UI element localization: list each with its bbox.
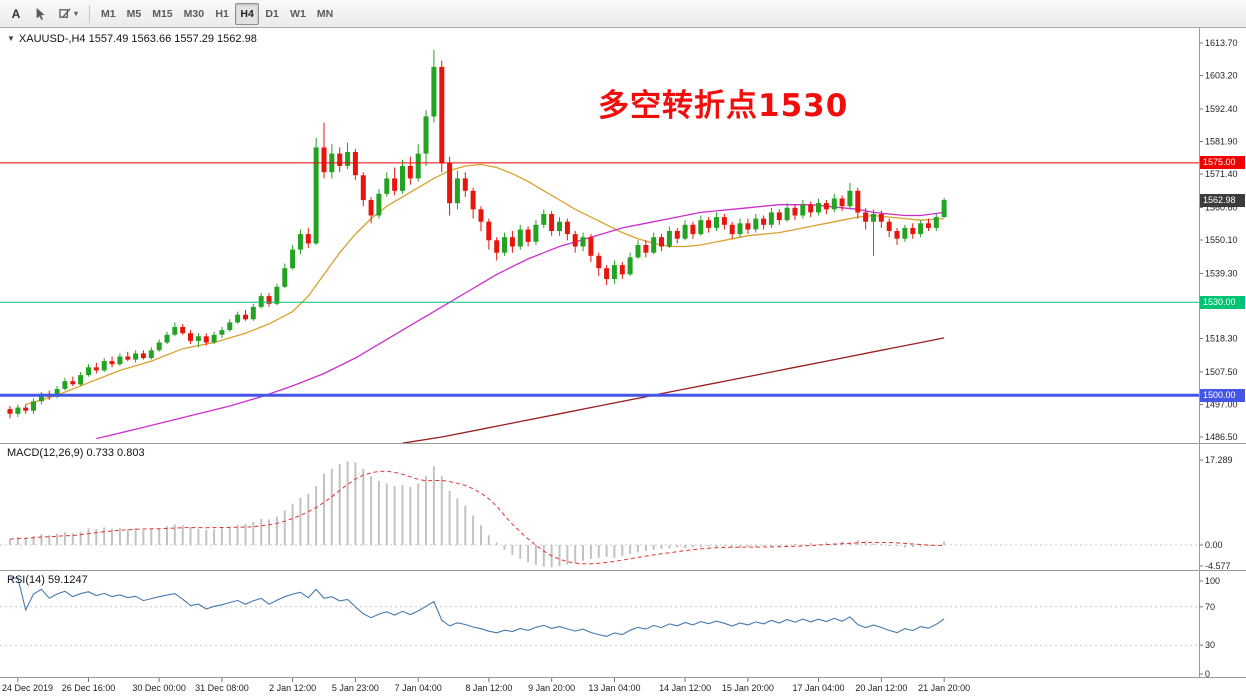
svg-text:0: 0 bbox=[1205, 669, 1210, 679]
timeframe-button-h1[interactable]: H1 bbox=[210, 3, 234, 25]
macd-title: MACD(12,26,9) 0.733 0.803 bbox=[7, 447, 145, 459]
shapes-icon bbox=[59, 8, 71, 18]
chart-root: 1613.70 1603.20 1592.40 1581.90 1571.40 1560.… bbox=[0, 28, 1246, 699]
svg-text:1571.40: 1571.40 bbox=[1205, 169, 1238, 179]
svg-text:1518.30: 1518.30 bbox=[1205, 334, 1238, 344]
svg-text:30: 30 bbox=[1205, 640, 1215, 650]
svg-text:0.00: 0.00 bbox=[1205, 540, 1223, 550]
cursor-icon bbox=[36, 7, 45, 20]
svg-text:-4.577: -4.577 bbox=[1205, 561, 1231, 571]
svg-text:15 Jan 20:00: 15 Jan 20:00 bbox=[722, 683, 774, 693]
svg-text:9 Jan 20:00: 9 Jan 20:00 bbox=[528, 683, 575, 693]
svg-text:1592.40: 1592.40 bbox=[1205, 104, 1238, 114]
svg-text:8 Jan 12:00: 8 Jan 12:00 bbox=[465, 683, 512, 693]
macd-panel-layer bbox=[0, 461, 1199, 568]
timeframe-button-m15[interactable]: M15 bbox=[147, 3, 177, 25]
svg-text:24 Dec 2019: 24 Dec 2019 bbox=[2, 683, 53, 693]
rsi-title: RSI(14) 59.1247 bbox=[7, 574, 88, 586]
candles-layer bbox=[7, 49, 947, 419]
caret-down-icon: ▾ bbox=[74, 9, 79, 18]
svg-text:1507.50: 1507.50 bbox=[1205, 367, 1238, 377]
svg-text:70: 70 bbox=[1205, 602, 1215, 612]
svg-text:17.289: 17.289 bbox=[1205, 455, 1233, 465]
svg-text:21 Jan 20:00: 21 Jan 20:00 bbox=[918, 683, 970, 693]
main-chart-title-text: XAUUSD-,H4 1557.49 1563.66 1557.29 1562.… bbox=[18, 33, 257, 45]
svg-text:20 Jan 12:00: 20 Jan 12:00 bbox=[855, 683, 907, 693]
svg-text:1550.10: 1550.10 bbox=[1205, 235, 1238, 245]
timeframe-button-m5[interactable]: M5 bbox=[122, 3, 147, 25]
timeframe-button-mn[interactable]: MN bbox=[312, 3, 338, 25]
timeframe-group: M1 M5 M15 M30 H1 H4 D1 W1 MN bbox=[96, 2, 338, 25]
price-badge-1562-98: 1562.98 bbox=[1200, 194, 1245, 207]
timeframe-button-w1[interactable]: W1 bbox=[285, 3, 311, 25]
ma_fast-line bbox=[25, 163, 945, 406]
timeframe-button-h4[interactable]: H4 bbox=[235, 2, 260, 25]
symbol-dropdown-icon[interactable]: ▼ bbox=[7, 34, 15, 43]
annotation-text[interactable]: 多空转折点1530 bbox=[598, 88, 849, 124]
svg-text:5 Jan 23:00: 5 Jan 23:00 bbox=[332, 683, 379, 693]
ma_slow-line bbox=[402, 337, 945, 444]
timeframe-button-d1[interactable]: D1 bbox=[260, 3, 284, 25]
drawing-tool-button[interactable]: ▾ bbox=[54, 3, 83, 25]
price-badge-1500-00: 1500.00 bbox=[1200, 389, 1245, 402]
svg-text:1581.90: 1581.90 bbox=[1205, 137, 1238, 147]
main-panel-layer bbox=[0, 49, 1199, 444]
ma_mid-line bbox=[96, 204, 945, 440]
a-tool-button[interactable]: A bbox=[4, 3, 28, 25]
svg-text:26 Dec 16:00: 26 Dec 16:00 bbox=[62, 683, 116, 693]
svg-text:31 Dec 08:00: 31 Dec 08:00 bbox=[195, 683, 249, 693]
svg-text:1603.20: 1603.20 bbox=[1205, 71, 1238, 81]
rsi-line bbox=[10, 577, 945, 637]
rsi-panel-layer bbox=[0, 577, 1199, 646]
time-axis[interactable]: 24 Dec 2019 26 Dec 16:00 30 Dec 00:00 31 De… bbox=[2, 678, 970, 693]
price-badge-1575-00: 1575.00 bbox=[1200, 156, 1245, 169]
toolbar: A ▾ M1 M5 M15 M30 H1 H4 D1 W1 MN bbox=[0, 0, 1246, 28]
main-chart-title: ▼ XAUUSD-,H4 1557.49 1563.66 1557.29 1562… bbox=[7, 33, 257, 45]
svg-text:1486.50: 1486.50 bbox=[1205, 432, 1238, 442]
svg-text:17 Jan 04:00: 17 Jan 04:00 bbox=[793, 683, 845, 693]
timeframe-button-m1[interactable]: M1 bbox=[96, 3, 121, 25]
svg-text:7 Jan 04:00: 7 Jan 04:00 bbox=[395, 683, 442, 693]
svg-text:14 Jan 12:00: 14 Jan 12:00 bbox=[659, 683, 711, 693]
toolbar-separator bbox=[89, 4, 91, 23]
svg-text:100: 100 bbox=[1205, 576, 1220, 586]
svg-text:1539.30: 1539.30 bbox=[1205, 268, 1238, 278]
macd-signal-line bbox=[9, 470, 945, 565]
chart-canvas[interactable]: 1613.70 1603.20 1592.40 1581.90 1571.40 1560.… bbox=[0, 28, 1246, 699]
svg-text:13 Jan 04:00: 13 Jan 04:00 bbox=[588, 683, 640, 693]
svg-text:1560.60: 1560.60 bbox=[1205, 202, 1238, 212]
svg-text:1613.70: 1613.70 bbox=[1205, 38, 1238, 48]
svg-text:1497.00: 1497.00 bbox=[1205, 399, 1238, 409]
cursor-tool-button[interactable] bbox=[29, 3, 53, 25]
svg-text:30 Dec 00:00: 30 Dec 00:00 bbox=[132, 683, 186, 693]
svg-text:2 Jan 12:00: 2 Jan 12:00 bbox=[269, 683, 316, 693]
timeframe-button-m30[interactable]: M30 bbox=[179, 3, 209, 25]
price-axis[interactable]: 1613.70 1603.20 1592.40 1581.90 1571.40 1560.… bbox=[1199, 38, 1238, 679]
price-badge-1530-00: 1530.00 bbox=[1200, 296, 1245, 309]
